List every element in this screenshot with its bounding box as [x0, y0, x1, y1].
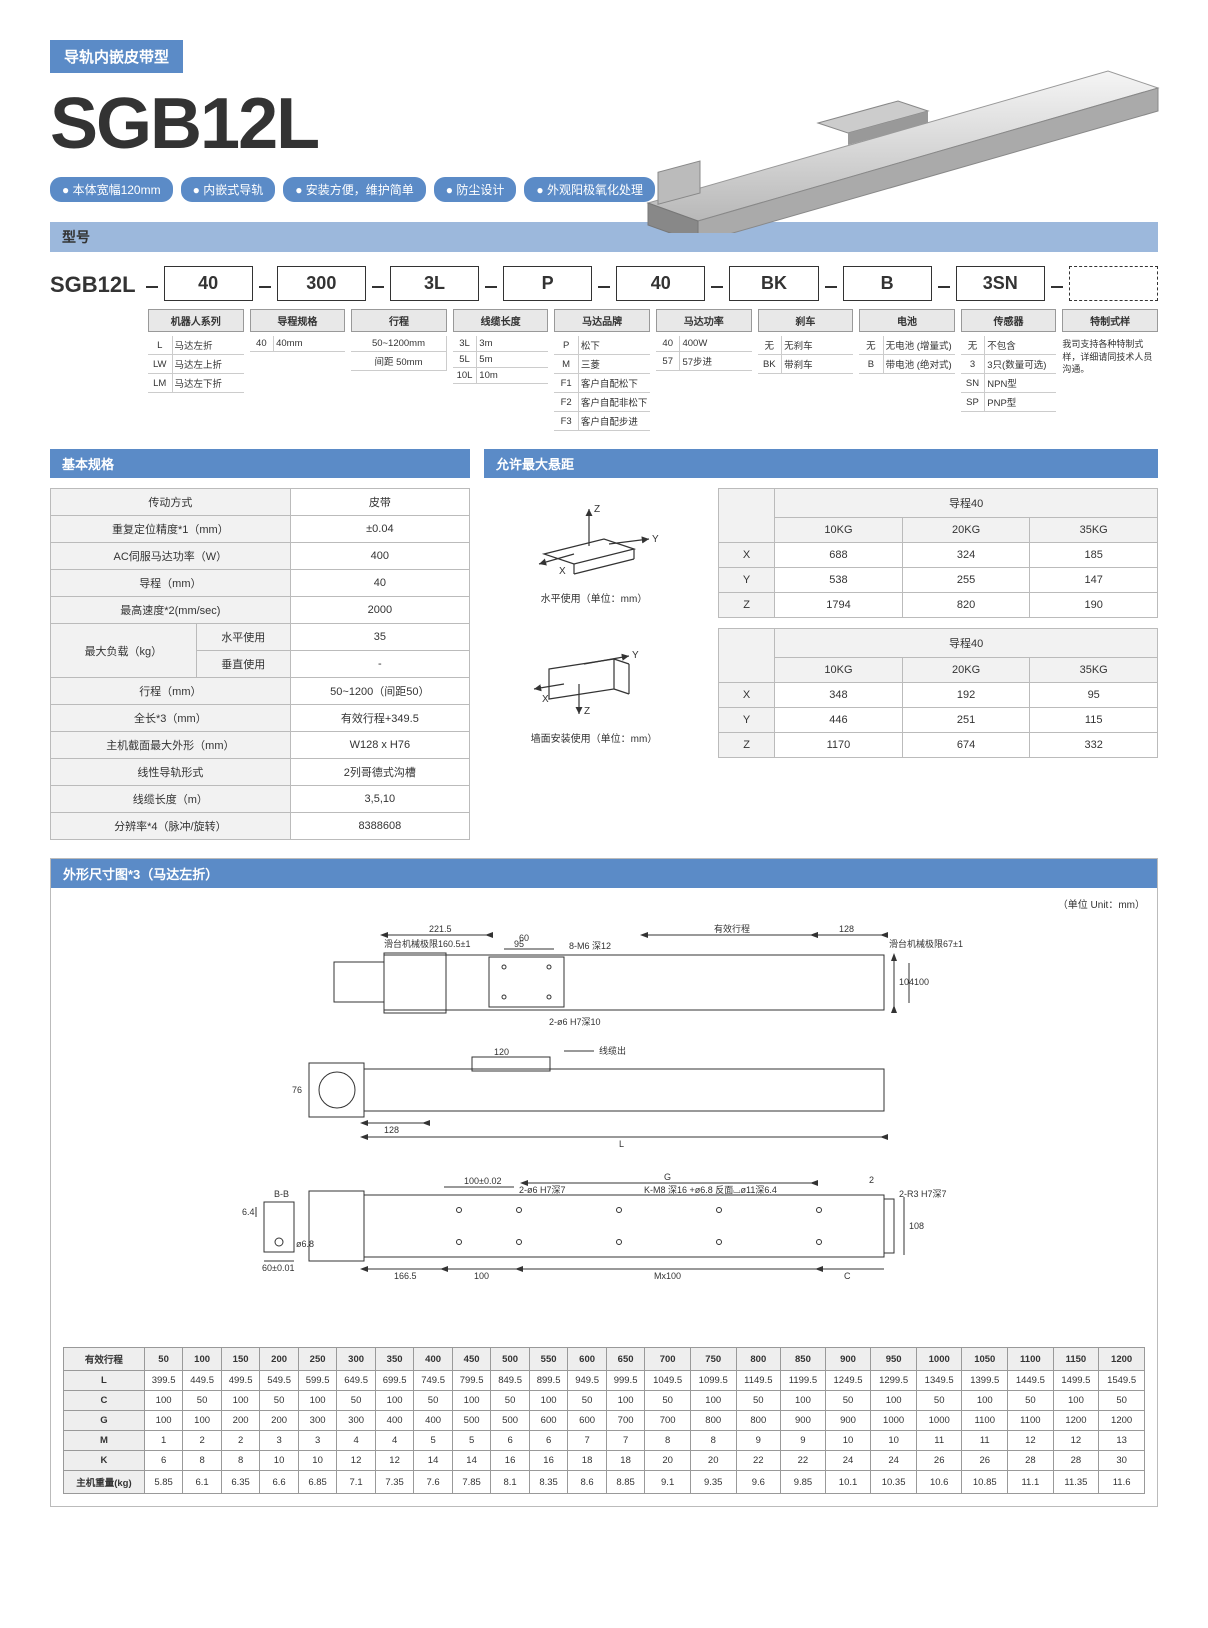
svg-text:Y: Y: [632, 650, 639, 661]
svg-text:Mx100: Mx100: [654, 1271, 681, 1281]
pill: ● 防尘设计: [434, 177, 517, 202]
basic-spec-table: 传动方式皮带重复定位精度*1（mm）±0.04AC伺服马达功率（W）400导程（…: [50, 488, 470, 840]
dim-title: 外形尺寸图*3（马达左折）: [51, 859, 1157, 888]
dim-drawings: 221.5 有效行程 128 滑台机械极限160.5±1 滑台机械极限67±1 …: [63, 917, 1145, 1337]
svg-text:8-M6 深12: 8-M6 深12: [569, 941, 611, 951]
overhang-fig1: Z Y X 水平使用（单位：mm）: [484, 488, 704, 618]
pill: ● 安装方便，维护简单: [283, 177, 426, 202]
svg-text:100±0.02: 100±0.02: [464, 1176, 501, 1186]
svg-text:6.4: 6.4: [242, 1207, 255, 1217]
svg-text:108: 108: [909, 1221, 924, 1231]
svg-text:G: G: [664, 1172, 671, 1182]
basic-spec-title: 基本规格: [50, 449, 470, 478]
pill: ● 内嵌式导轨: [181, 177, 276, 202]
svg-text:ø6.8: ø6.8: [296, 1239, 314, 1249]
svg-text:X: X: [559, 566, 566, 577]
model-box: 300: [277, 266, 366, 301]
model-box: 3L: [390, 266, 479, 301]
overhang-table2: 导程40 10KG20KG35KG X34819295Y446251115Z11…: [718, 628, 1158, 758]
model-box: 40: [616, 266, 705, 301]
svg-text:2: 2: [869, 1175, 874, 1185]
svg-text:60: 60: [519, 933, 529, 943]
svg-text:104: 104: [899, 977, 914, 987]
svg-text:128: 128: [839, 924, 854, 934]
hero-image: [608, 53, 1168, 233]
svg-text:滑台机械极限160.5±1: 滑台机械极限160.5±1: [384, 938, 470, 949]
svg-text:C: C: [844, 1271, 851, 1281]
svg-text:B-B: B-B: [274, 1189, 289, 1199]
model-box: 40: [164, 266, 253, 301]
svg-text:Y: Y: [652, 534, 659, 545]
overhang-table1: 导程40 10KG20KG35KG X688324185Y538255147Z1…: [718, 488, 1158, 618]
svg-text:100: 100: [474, 1271, 489, 1281]
model-box: P: [503, 266, 592, 301]
svg-text:221.5: 221.5: [429, 924, 452, 934]
overhang-title: 允许最大悬距: [484, 449, 1158, 478]
dimensions-section: 外形尺寸图*3（马达左折） （单位 Unit：mm） 221.5 有效行程 12…: [50, 858, 1158, 1507]
svg-text:60±0.01: 60±0.01: [262, 1263, 294, 1273]
model-box-custom: [1069, 266, 1158, 301]
subtitle: 导轨内嵌皮带型: [50, 40, 183, 73]
model-box: B: [843, 266, 932, 301]
model-box: BK: [729, 266, 818, 301]
svg-text:120: 120: [494, 1047, 509, 1057]
svg-text:滑台机械极限67±1: 滑台机械极限67±1: [889, 938, 963, 949]
dimension-table: 有效行程501001502002503003504004505005506006…: [63, 1347, 1145, 1494]
model-row: SGB12L 40 300 3L P 40 BK B 3SN: [50, 266, 1158, 301]
svg-text:2-ø6 H7深7: 2-ø6 H7深7: [519, 1185, 566, 1195]
model-lead: SGB12L: [50, 266, 140, 298]
svg-text:128: 128: [384, 1125, 399, 1135]
model-box: 3SN: [956, 266, 1045, 301]
model-columns: 机器人系列L马达左折LW马达左上折LM马达左下折导程规格4040mm行程50~1…: [50, 309, 1158, 431]
svg-text:Z: Z: [584, 706, 590, 717]
svg-text:Z: Z: [594, 504, 600, 515]
svg-text:76: 76: [292, 1085, 302, 1095]
svg-text:166.5: 166.5: [394, 1271, 417, 1281]
svg-text:100: 100: [914, 977, 929, 987]
overhang-fig2: Y Z X 墙面安装使用（单位：mm）: [484, 628, 704, 758]
svg-text:L: L: [619, 1139, 624, 1149]
svg-text:X: X: [542, 694, 549, 705]
dim-unit: （单位 Unit：mm）: [63, 896, 1145, 911]
svg-text:线缆出: 线缆出: [599, 1045, 626, 1056]
svg-text:2-ø6 H7深10: 2-ø6 H7深10: [549, 1017, 601, 1027]
svg-text:K-M8 深16 +ø6.8 反面⌴ø11深6.4: K-M8 深16 +ø6.8 反面⌴ø11深6.4: [644, 1185, 777, 1195]
svg-text:2-R3 H7深7: 2-R3 H7深7: [899, 1189, 947, 1199]
svg-text:有效行程: 有效行程: [714, 923, 750, 934]
pill: ● 本体宽幅120mm: [50, 177, 173, 202]
